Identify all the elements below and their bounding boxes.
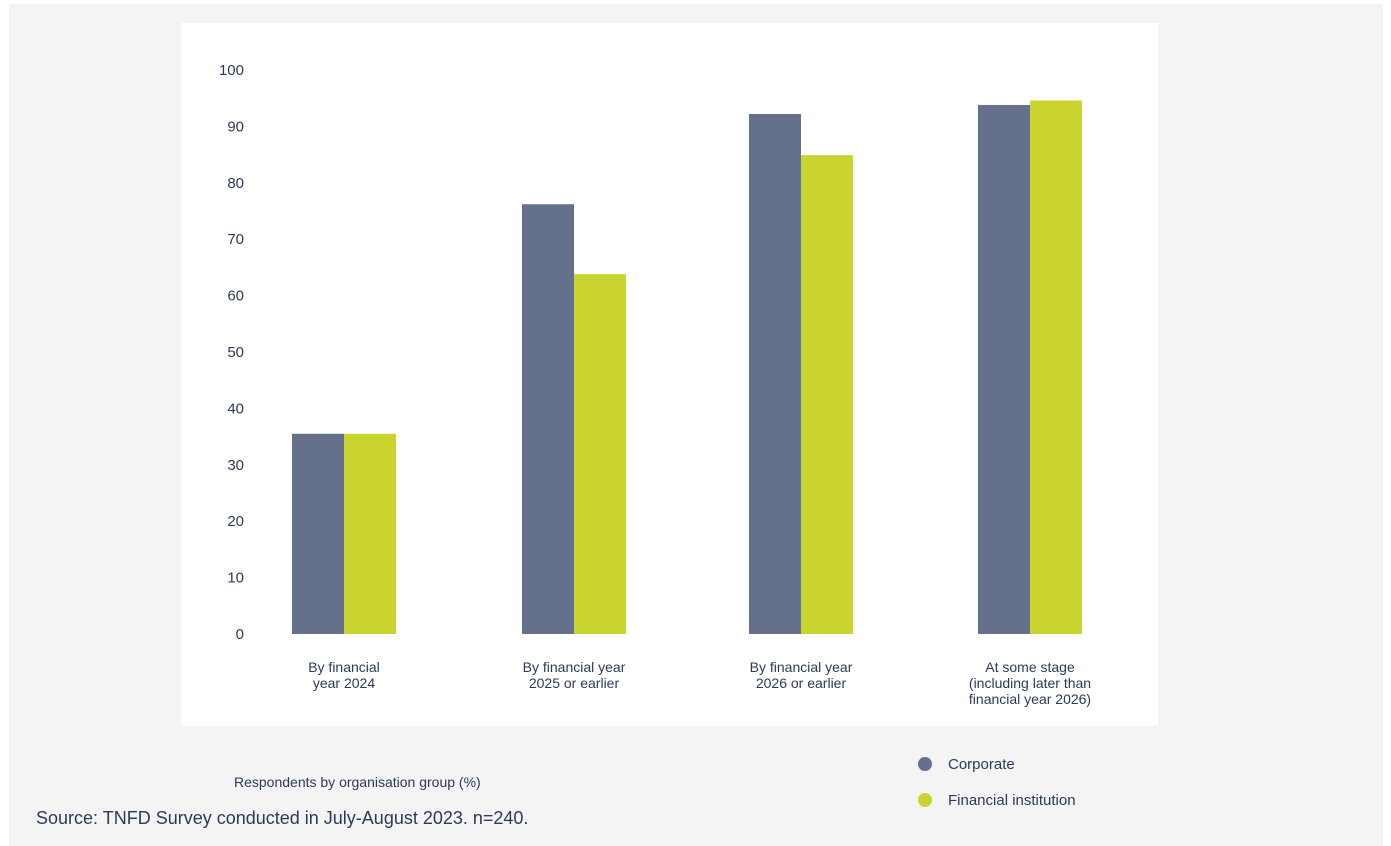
y-tick-label: 100: [219, 62, 244, 79]
y-tick-label: 50: [227, 344, 244, 361]
bar-corporate: [522, 204, 574, 634]
x-category-label: At some stage (including later than financ…: [969, 659, 1091, 707]
axis-label: Respondents by organisation group (%): [234, 774, 481, 790]
source-note: Source: TNFD Survey conducted in July-Au…: [36, 808, 529, 828]
x-category-label: By financial year 2025 or earlier: [523, 659, 626, 691]
y-tick-label: 70: [227, 231, 244, 248]
legend-item-corporate: Corporate: [918, 754, 1076, 774]
y-axis: 0 10 20 30 40 50 60 70 80 90 100: [219, 62, 244, 643]
bar-financial-institution: [344, 433, 396, 634]
y-tick-label: 40: [227, 400, 244, 417]
legend-swatch-corporate: [918, 757, 932, 771]
legend-item-financial-institution: Financial institution: [918, 790, 1076, 810]
y-tick-label: 30: [227, 457, 244, 474]
y-tick-label: 80: [227, 175, 244, 192]
y-tick-label: 60: [227, 288, 244, 305]
x-category-label: By financial year 2024: [308, 659, 380, 691]
y-tick-label: 90: [227, 118, 244, 135]
bars: [292, 100, 1082, 635]
bar-corporate: [749, 113, 801, 634]
x-axis: By financial year 2024 By financial year 20…: [308, 659, 1091, 707]
legend: Corporate Financial institution: [918, 754, 1076, 826]
legend-label: Corporate: [948, 755, 1015, 773]
bar-corporate: [292, 433, 344, 634]
bar-financial-institution: [1030, 100, 1082, 635]
legend-swatch-financial-institution: [918, 793, 932, 807]
y-tick-label: 10: [227, 570, 244, 587]
bar-financial-institution: [574, 274, 626, 634]
bar-corporate: [978, 104, 1030, 634]
y-tick-label: 20: [227, 513, 244, 530]
legend-label: Financial institution: [948, 791, 1076, 809]
y-tick-label: 0: [236, 626, 244, 643]
bar-financial-institution: [801, 155, 853, 634]
x-category-label: By financial year 2026 or earlier: [750, 659, 853, 691]
